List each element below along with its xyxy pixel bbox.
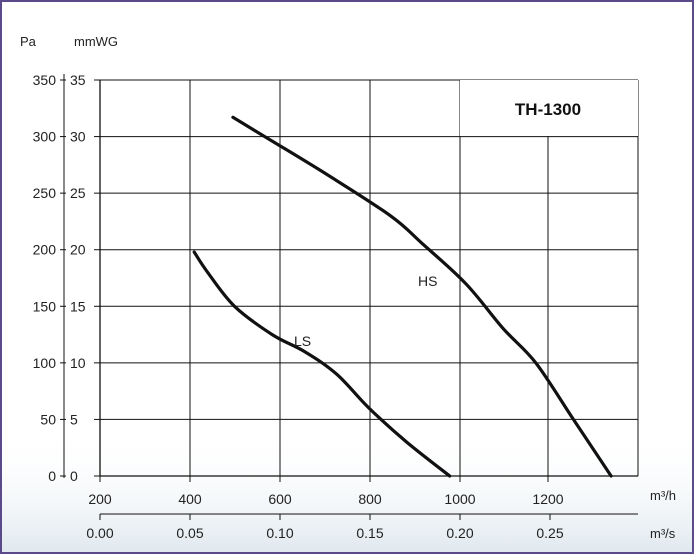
mmwg-tick-label: 10	[70, 355, 86, 371]
y-tick-labels-pa: 350 300 250 200 150 100 50 0	[33, 72, 66, 484]
curve-hs	[231, 115, 613, 478]
mmwg-tick-label: 20	[70, 242, 86, 258]
m3s-tick-label: 0.25	[536, 525, 563, 541]
bottom-shading	[0, 430, 694, 554]
pa-tick-label: 100	[33, 355, 57, 371]
pa-tick-label: 250	[33, 185, 57, 201]
mmwg-tick-label: 35	[70, 72, 86, 88]
y-tick-labels-mmwg: 35 30 25 20 15 10 5 0	[70, 72, 100, 484]
x-axis-m3h: 200 400 600 800 1000 1200	[88, 476, 564, 507]
curve-label-hs: HS	[418, 273, 437, 289]
mmwg-tick-label: 5	[70, 411, 78, 427]
pa-tick-label: 150	[33, 298, 57, 314]
x-unit-m3h: m³/h	[650, 488, 676, 503]
pa-tick-label: 300	[33, 129, 57, 145]
m3s-tick-label: 0.10	[266, 525, 293, 541]
m3s-tick-label: 0.00	[86, 525, 113, 541]
m3s-tick-label: 0.20	[446, 525, 473, 541]
m3h-tick-label: 800	[358, 491, 382, 507]
pa-tick-label: 0	[48, 468, 56, 484]
mmwg-tick-label: 25	[70, 185, 86, 201]
m3h-tick-label: 1200	[532, 491, 563, 507]
m3s-tick-label: 0.05	[176, 525, 203, 541]
curve-label-ls: LS	[294, 333, 311, 349]
mmwg-tick-label: 0	[70, 468, 78, 484]
pa-tick-label: 50	[40, 411, 56, 427]
mmwg-tick-label: 15	[70, 298, 86, 314]
y-unit-mmwg: mmWG	[74, 34, 118, 49]
m3s-tick-label: 0.15	[356, 525, 383, 541]
x-axis-m3s: 0.00 0.05 0.10 0.15 0.20 0.25	[86, 513, 638, 541]
m3h-tick-label: 400	[178, 491, 202, 507]
chart-title: TH-1300	[515, 100, 581, 119]
x-unit-m3s: m³/s	[650, 526, 676, 541]
m3h-tick-label: 200	[88, 491, 112, 507]
pa-tick-label: 200	[33, 242, 57, 258]
m3h-tick-label: 1000	[444, 491, 475, 507]
mmwg-tick-label: 30	[70, 129, 86, 145]
pa-tick-label: 350	[33, 72, 57, 88]
curve-ls	[192, 250, 452, 478]
plot-area: HS LS	[192, 115, 613, 478]
title-box-bg	[460, 80, 638, 136]
m3h-tick-label: 600	[268, 491, 292, 507]
y-unit-pa: Pa	[20, 34, 37, 49]
